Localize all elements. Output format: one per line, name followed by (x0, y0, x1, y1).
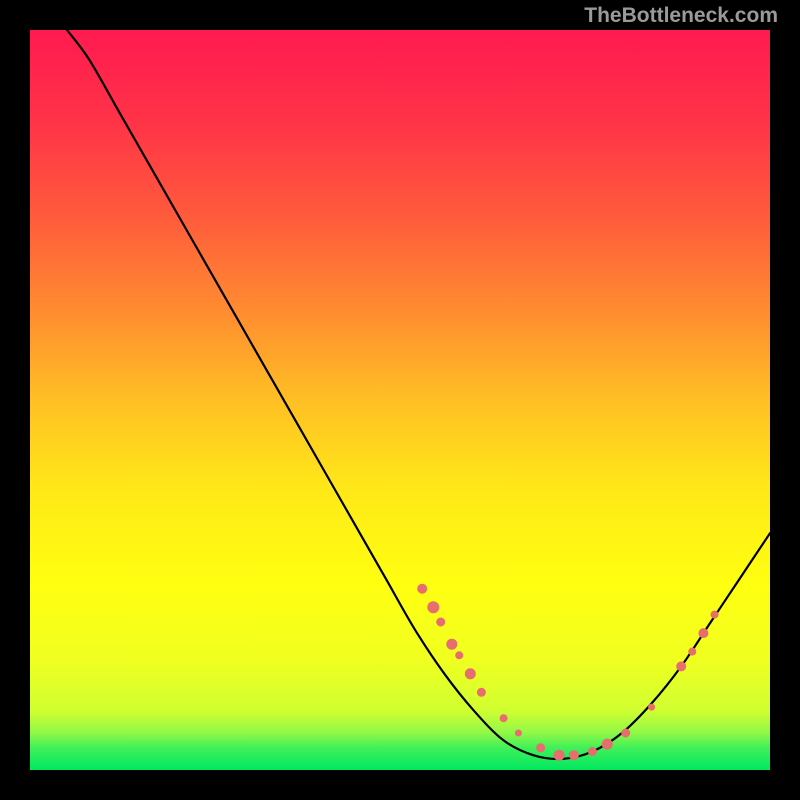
data-marker (677, 662, 686, 671)
bottleneck-chart (0, 0, 800, 800)
data-marker (465, 669, 475, 679)
data-marker (515, 730, 521, 736)
data-marker (602, 739, 612, 749)
data-marker (622, 729, 630, 737)
data-marker (537, 744, 545, 752)
plot-background (30, 30, 770, 770)
data-marker (456, 652, 463, 659)
data-marker (447, 639, 457, 649)
data-marker (689, 648, 696, 655)
data-marker (554, 750, 564, 760)
data-marker (711, 611, 718, 618)
data-marker (418, 584, 427, 593)
data-marker (437, 618, 445, 626)
data-marker (649, 704, 655, 710)
data-marker (569, 751, 578, 760)
data-marker (477, 688, 485, 696)
data-marker (699, 629, 708, 638)
watermark-label: TheBottleneck.com (584, 4, 778, 28)
data-marker (588, 748, 596, 756)
data-marker (428, 602, 439, 613)
data-marker (500, 715, 507, 722)
chart-container: { "chart": { "type": "line", "canvas_siz… (0, 0, 800, 800)
